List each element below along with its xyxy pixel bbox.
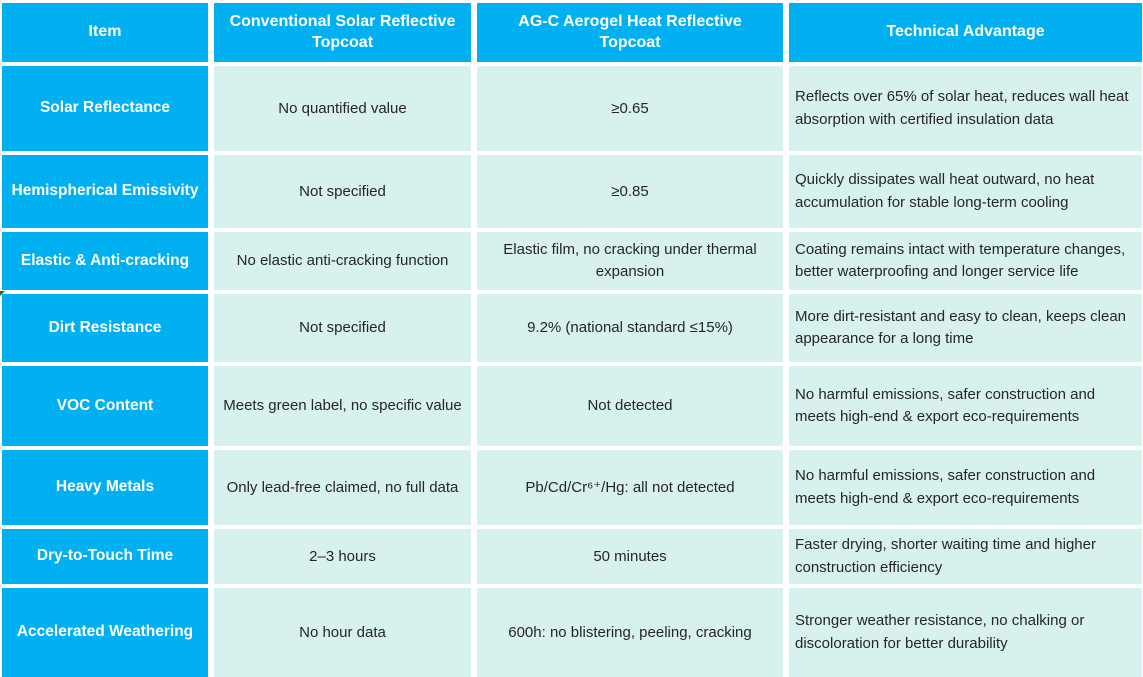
column-header-agc-topcoat: AG-C Aerogel Heat Reflective Topcoat <box>477 3 783 62</box>
row-label: Dry-to-Touch Time <box>2 529 208 584</box>
cell-advantage: Coating remains intact with temperature … <box>789 232 1142 290</box>
cell-agc: 9.2% (national standard ≤15%) <box>477 294 783 362</box>
cell-conventional: Not specified <box>214 294 471 362</box>
column-header-technical-advantage: Technical Advantage <box>789 3 1142 62</box>
cell-conventional: Not specified <box>214 155 471 228</box>
cell-conventional: Only lead-free claimed, no full data <box>214 450 471 525</box>
cell-advantage: More dirt-resistant and easy to clean, k… <box>789 294 1142 362</box>
green-flag-icon <box>0 291 5 296</box>
cell-advantage: Reflects over 65% of solar heat, reduces… <box>789 66 1142 151</box>
cell-conventional: No quantified value <box>214 66 471 151</box>
row-label: Accelerated Weathering <box>2 588 208 677</box>
cell-agc: ≥0.85 <box>477 155 783 228</box>
comparison-table: Item Conventional Solar Reflective Topco… <box>2 3 1142 677</box>
cell-agc: ≥0.65 <box>477 66 783 151</box>
cell-agc: Pb/Cd/Cr⁶⁺/Hg: all not detected <box>477 450 783 525</box>
column-header-item: Item <box>2 3 208 62</box>
cell-conventional: Meets green label, no specific value <box>214 366 471 446</box>
cell-conventional: 2–3 hours <box>214 529 471 584</box>
cell-agc: 50 minutes <box>477 529 783 584</box>
column-header-conventional-topcoat: Conventional Solar Reflective Topcoat <box>214 3 471 62</box>
row-label: Solar Reflectance <box>2 66 208 151</box>
row-label: Hemispherical Emissivity <box>2 155 208 228</box>
cell-advantage: Stronger weather resistance, no chalking… <box>789 588 1142 677</box>
cell-conventional: No elastic anti-cracking function <box>214 232 471 290</box>
row-label: Elastic & Anti-cracking <box>2 232 208 290</box>
cell-advantage: Quickly dissipates wall heat outward, no… <box>789 155 1142 228</box>
row-label: Heavy Metals <box>2 450 208 525</box>
cell-agc: 600h: no blistering, peeling, cracking <box>477 588 783 677</box>
cell-agc: Elastic film, no cracking under thermal … <box>477 232 783 290</box>
cell-advantage: Faster drying, shorter waiting time and … <box>789 529 1142 584</box>
cell-conventional: No hour data <box>214 588 471 677</box>
row-label: VOC Content <box>2 366 208 446</box>
cell-advantage: No harmful emissions, safer construction… <box>789 366 1142 446</box>
cell-advantage: No harmful emissions, safer construction… <box>789 450 1142 525</box>
cell-agc: Not detected <box>477 366 783 446</box>
row-label: Dirt Resistance <box>2 294 208 362</box>
